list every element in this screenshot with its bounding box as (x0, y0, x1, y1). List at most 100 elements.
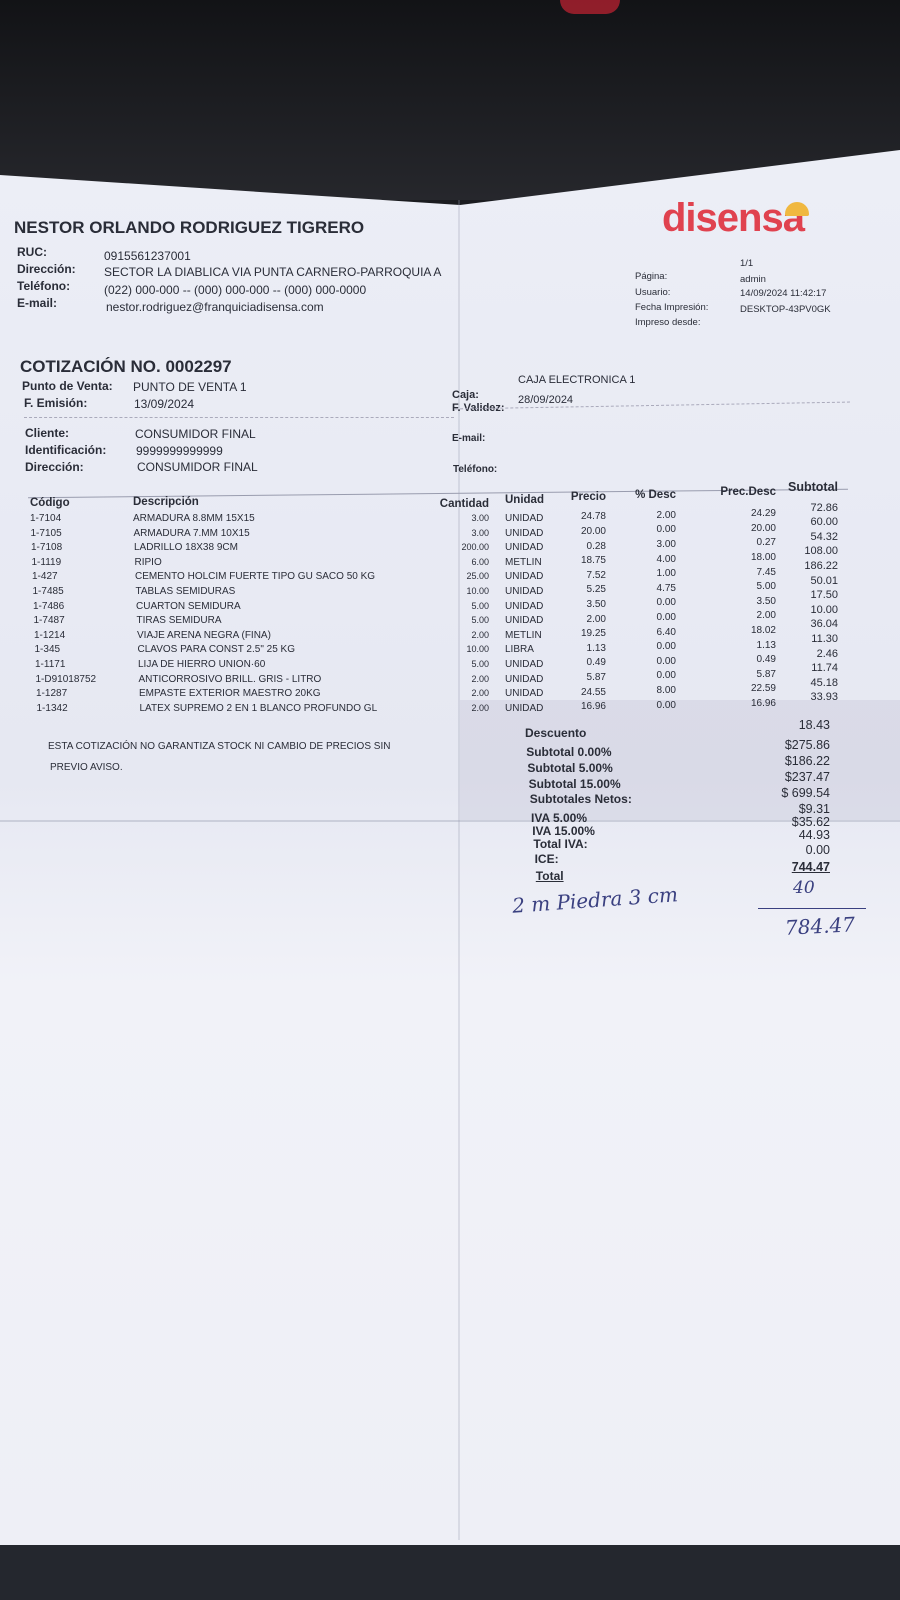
quotation-paper (0, 150, 900, 1545)
column-header-unit: Unidad (505, 494, 544, 506)
cell-description: EMPASTE EXTERIOR MAESTRO 20KG (139, 688, 321, 700)
cell-subtotal: 33.93 (810, 691, 838, 704)
totals-value: $275.86 (784, 738, 830, 752)
handwritten-addend: 40 (793, 878, 815, 898)
cell-unit: UNIDAD (505, 702, 544, 714)
cell-subtotal: 186.22 (804, 560, 838, 572)
phone-label: Teléfono: (17, 279, 71, 293)
cell-unit: UNIDAD (505, 527, 544, 539)
table-row: 1-1171 LIJA DE HIERRO UNION·60 5.00 UNIDAD 0… (0, 648, 900, 673)
cell-quantity: 6.00 (471, 556, 489, 567)
user-value: admin (740, 274, 766, 285)
cell-price: 19.25 (580, 628, 606, 640)
cell-price: 3.50 (586, 599, 606, 610)
totals-value: 44.93 (798, 828, 830, 842)
cell-quantity: 10.00 (466, 586, 489, 596)
print-date-label: Fecha Impresión: (635, 302, 709, 313)
cell-description: TABLAS SEMIDURAS (135, 586, 236, 597)
cell-discount-pct: 6.40 (656, 626, 676, 638)
email-value: nestor.rodriguez@franquiciadisensa.com (106, 300, 324, 314)
cell-description: VIAJE ARENA NEGRA (FINA) (137, 629, 271, 641)
totals-label: Subtotal 5.00% (527, 761, 613, 775)
valid-date-value: 28/09/2024 (518, 394, 574, 406)
cell-code: 1-7105 (30, 527, 62, 539)
cell-discounted-price: 18.00 (750, 552, 776, 563)
cell-discount-pct: 0.00 (656, 641, 676, 653)
totals-label: Subtotal 15.00% (528, 777, 621, 791)
cell-unit: UNIDAD (505, 586, 544, 597)
cell-quantity: 3.00 (471, 513, 489, 523)
cell-description: ARMADURA 8.8MM 15X15 (133, 513, 255, 524)
address-label: Dirección: (17, 262, 76, 276)
cell-unit: METLIN (505, 556, 542, 568)
table-row: 1-D91018752 ANTICORROSIVO BRILL. GRIS - L… (0, 662, 900, 688)
table-row: 1-1119 RIPIO 6.00 METLIN 18.75 4.00 18.00 108.0… (0, 545, 900, 571)
column-header-discounted-price: Prec.Desc (720, 486, 776, 498)
till-label: Caja: (452, 389, 479, 401)
cell-price: 1.13 (586, 642, 606, 654)
cell-subtotal: 50.01 (810, 574, 838, 587)
disclaimer-line: PREVIO AVISO. (50, 762, 123, 773)
cell-code: 1-427 (32, 571, 58, 583)
cell-quantity: 2.00 (471, 629, 489, 640)
cell-unit: UNIDAD (505, 615, 544, 627)
cell-description: LIJA DE HIERRO UNION·60 (138, 659, 266, 670)
cell-description: ARMADURA 7.MM 10X15 (133, 527, 250, 539)
shadow (460, 700, 900, 820)
cell-code: 1-1214 (34, 629, 66, 641)
cell-quantity: 10.00 (466, 644, 489, 655)
totals-label: Total IVA: (533, 837, 588, 851)
cell-price: 7.52 (586, 569, 606, 581)
cell-unit: LIBRA (505, 644, 534, 656)
cell-quantity: 3.00 (471, 527, 489, 538)
cell-subtotal: 60.00 (810, 516, 838, 529)
cell-subtotal: 11.74 (811, 662, 838, 675)
cell-unit: UNIDAD (505, 571, 544, 583)
cell-unit: UNIDAD (505, 542, 544, 554)
table-row: 1-7104 ARMADURA 8.8MM 15X15 3.00 UNIDAD 24.7… (0, 502, 900, 527)
totals-value: 0.00 (805, 843, 830, 857)
page-label: Página: (635, 271, 668, 282)
valid-date-label: F. Validez: (452, 402, 505, 414)
cell-subtotal: 72.86 (810, 501, 838, 514)
fold-line (0, 820, 900, 822)
cell-price: 2.00 (586, 613, 606, 625)
cell-subtotal: 11.30 (811, 633, 838, 645)
cell-quantity: 2.00 (471, 673, 489, 684)
cell-subtotal: 2.46 (816, 647, 838, 660)
table-row: 1-7487 TIRAS SEMIDURA 5.00 UNIDAD 2.00 0.00 2.… (0, 604, 900, 629)
column-header-quantity: Cantidad (439, 498, 489, 510)
cell-quantity: 5.00 (471, 600, 489, 611)
cell-description: LADRILLO 18X38 9CM (134, 542, 238, 554)
divider (24, 417, 454, 418)
page-value: 1/1 (740, 258, 754, 269)
cell-unit: METLIN (505, 629, 542, 641)
totals-label: Total (535, 869, 564, 883)
cell-code: 1-D91018752 (35, 673, 97, 685)
cell-discounted-price: 24.29 (750, 508, 776, 520)
client-address-value: CONSUMIDOR FINAL (137, 460, 258, 474)
cell-price: 24.55 (580, 686, 606, 698)
cell-description: CUARTON SEMIDURA (136, 600, 241, 612)
till-value: CAJA ELECTRONICA 1 (518, 374, 636, 386)
column-header-price: Precio (570, 491, 606, 503)
handwritten-rule (758, 908, 866, 909)
background-surface (0, 1545, 900, 1600)
cell-description: ANTICORROSIVO BRILL. GRIS - LITRO (138, 673, 322, 685)
cell-unit: UNIDAD (505, 659, 544, 670)
cell-discount-pct: 0.00 (656, 597, 676, 609)
cell-code: 1-7487 (33, 615, 65, 627)
cell-description: CLAVOS PARA CONST 2.5" 25 KG (137, 644, 296, 656)
cell-discounted-price: 0.49 (756, 654, 776, 666)
cell-price: 0.28 (586, 540, 606, 552)
email-label: E-mail: (17, 296, 58, 310)
ruc-label: RUC: (17, 245, 47, 259)
cell-subtotal: 108.00 (804, 545, 838, 558)
background-object (560, 0, 620, 14)
cell-unit: UNIDAD (505, 673, 544, 685)
cell-description: CEMENTO HOLCIM FUERTE TIPO GU SACO 50 KG (135, 571, 376, 583)
table-row: 1-1342 LATEX SUPREMO 2 EN 1 BLANCO PROFUN… (0, 691, 900, 717)
cell-code: 1-1119 (31, 556, 62, 568)
quote-title: COTIZACIÓN NO. 0002297 (20, 357, 232, 377)
cell-quantity: 25.00 (466, 571, 489, 582)
